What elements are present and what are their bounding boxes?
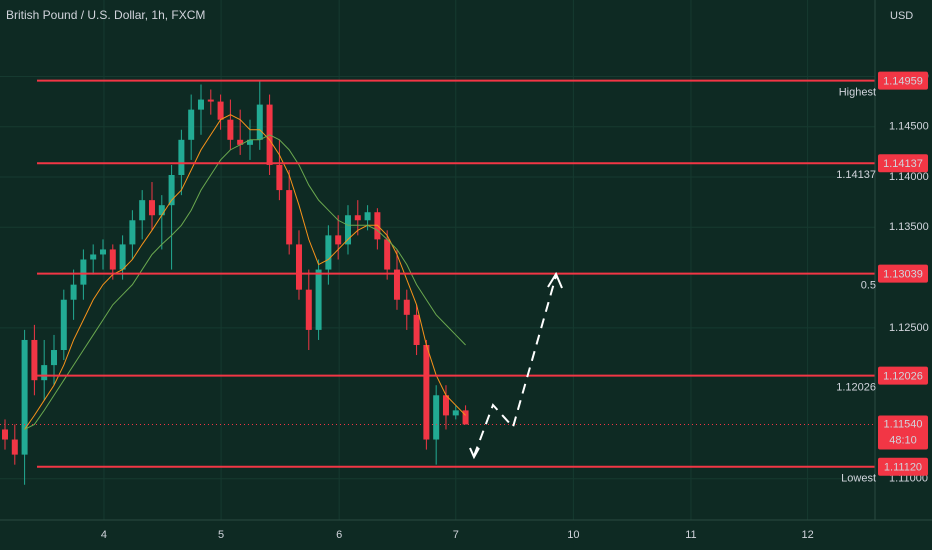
- level-tag-label: 1.14137: [883, 158, 923, 170]
- grid: [0, 0, 875, 520]
- candle-body: [119, 244, 126, 270]
- candle-body: [197, 99, 204, 110]
- candle-body: [423, 344, 430, 440]
- level-name: 0.5: [861, 280, 876, 292]
- candle-body: [433, 395, 440, 440]
- candle-body: [50, 350, 57, 366]
- candle-body: [413, 314, 420, 345]
- candle-body: [109, 249, 116, 270]
- candle-body: [207, 99, 214, 102]
- level-tag: [878, 264, 928, 283]
- candle-body: [70, 284, 77, 300]
- candle-body: [442, 395, 449, 416]
- candle-body: [237, 139, 244, 145]
- candle-body: [325, 235, 332, 270]
- last-price-label: 1.11540: [884, 418, 923, 430]
- candle-body: [344, 215, 351, 245]
- candle-body: [393, 269, 400, 300]
- projection-arrowhead: [547, 271, 563, 289]
- candle-body: [31, 339, 38, 381]
- candle-body: [335, 235, 342, 245]
- y-tick-label: 1.12500: [889, 322, 929, 334]
- candle-body: [452, 410, 459, 416]
- overlay: 1.150001.145001.140001.135001.125001.110…: [101, 70, 929, 541]
- candle-body: [315, 269, 322, 330]
- last-price-tag: [878, 415, 928, 450]
- candle-body: [158, 205, 165, 216]
- candle-body: [1, 429, 8, 440]
- candle-body: [305, 289, 312, 330]
- level-name: 1.14137: [836, 169, 876, 181]
- y-tick-label: 1.14500: [889, 121, 929, 133]
- candle-body: [168, 175, 175, 206]
- projection-path: [473, 275, 557, 457]
- y-tick-label: 1.13500: [889, 221, 929, 233]
- candle-body: [80, 259, 87, 285]
- level-name: Lowest: [841, 473, 876, 485]
- x-tick-label: 10: [567, 529, 579, 541]
- candle-body: [41, 365, 48, 381]
- x-tick-label: 11: [685, 529, 696, 541]
- candle-body: [11, 439, 18, 455]
- level-name: Highest: [839, 86, 876, 98]
- x-tick-label: 12: [801, 529, 813, 541]
- candle-body: [384, 239, 391, 270]
- x-tick-label: 5: [218, 529, 224, 541]
- candle-body: [217, 101, 224, 120]
- candle-body: [148, 200, 155, 216]
- candle-body: [60, 299, 67, 351]
- level-tag: [878, 366, 928, 385]
- candle-body: [246, 139, 253, 145]
- level-tag-label: 1.12026: [883, 370, 923, 382]
- level-tag-label: 1.13039: [883, 269, 923, 281]
- candle-body: [256, 104, 263, 140]
- plot: [0, 79, 875, 485]
- candle-body: [403, 299, 410, 315]
- countdown-label: 48:10: [889, 434, 917, 446]
- x-tick-label: 6: [336, 529, 342, 541]
- x-tick-label: 7: [453, 529, 459, 541]
- level-tag-label: 1.14959: [883, 75, 923, 87]
- level-name: 1.12026: [836, 381, 876, 393]
- candle-body: [188, 109, 195, 140]
- currency-label: USD: [890, 10, 913, 22]
- candle-body: [462, 410, 469, 425]
- level-tag: [878, 457, 928, 476]
- candle-body: [227, 119, 234, 140]
- candle-body: [178, 139, 185, 176]
- projection-tail: [469, 447, 480, 460]
- moving-average: [24, 134, 466, 430]
- candle-body: [90, 254, 97, 260]
- candle-body: [286, 190, 293, 245]
- candle-body: [99, 249, 106, 255]
- candle-body: [139, 200, 146, 221]
- level-tag: [878, 154, 928, 173]
- x-tick-label: 4: [101, 529, 107, 541]
- chart-title: British Pound / U.S. Dollar, 1h, FXCM: [6, 8, 205, 22]
- candle-body: [21, 339, 28, 455]
- candle-body: [129, 220, 136, 245]
- level-tag: [878, 71, 928, 90]
- candle-body: [354, 215, 361, 221]
- y-tick-label: 1.14000: [889, 171, 929, 183]
- candle-body: [276, 164, 283, 191]
- candle-body: [364, 212, 371, 221]
- candle-body: [295, 244, 302, 290]
- level-tag-label: 1.11120: [884, 462, 922, 474]
